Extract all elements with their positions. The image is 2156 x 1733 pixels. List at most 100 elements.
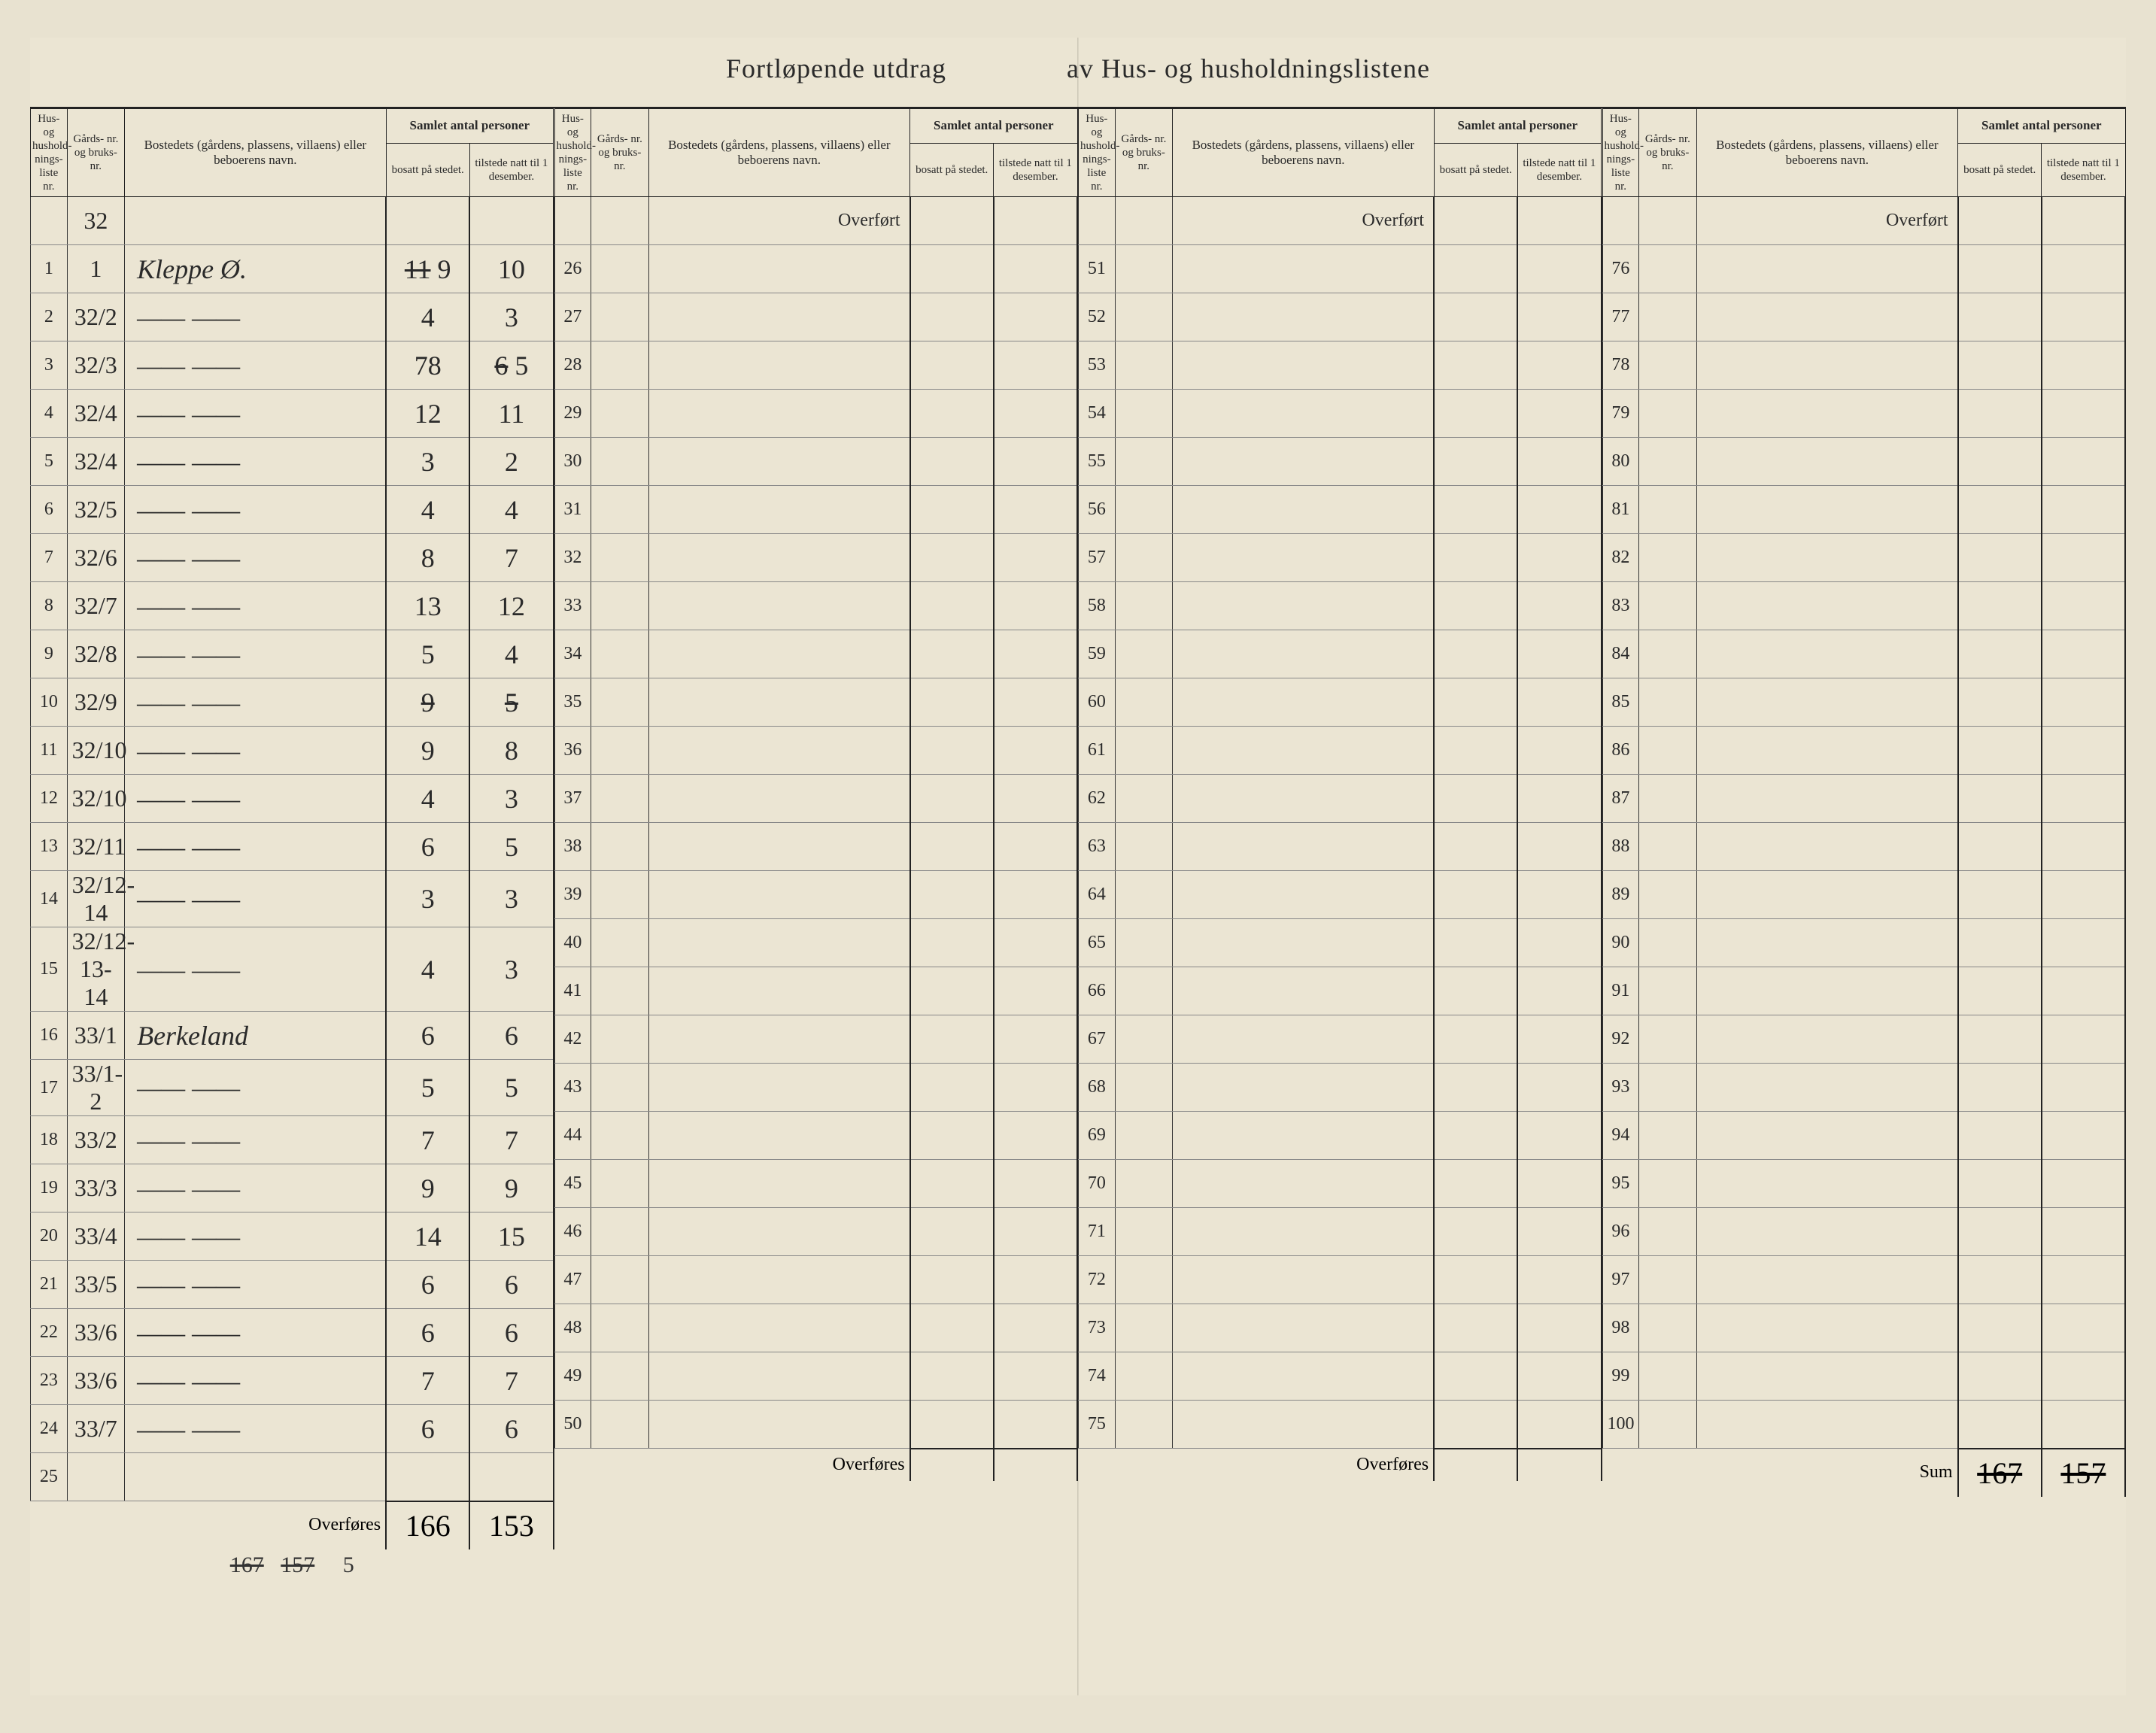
table-row: 66	[1079, 967, 1602, 1015]
cell-tilstede	[994, 1160, 1077, 1208]
table-row: 2433/7—— ——66	[31, 1405, 554, 1453]
cell-num: 15	[31, 927, 68, 1012]
table-row: 52	[1079, 293, 1602, 341]
cell-gard	[1115, 1208, 1172, 1256]
cell-num: 100	[1602, 1401, 1639, 1449]
cell-name	[648, 486, 910, 534]
table-row: 11Kleppe Ø.11 910	[31, 245, 554, 293]
cell-num: 24	[31, 1405, 68, 1453]
cell-name	[1696, 582, 1958, 630]
table-row: 1332/11—— ——65	[31, 823, 554, 871]
cell-gard	[1115, 438, 1172, 486]
cell-bosatt: 6	[386, 1012, 469, 1060]
cell-tilstede	[994, 1112, 1077, 1160]
cell-name	[1173, 823, 1435, 871]
cell-tilstede	[2042, 727, 2125, 775]
cell-name: —— ——	[125, 293, 387, 341]
table-row: 61	[1079, 727, 1602, 775]
cell-gard	[591, 678, 648, 727]
cell-num: 88	[1602, 823, 1639, 871]
table-row: 36	[554, 727, 1077, 775]
cell-bosatt	[1958, 919, 2042, 967]
cell-name: Berkeland	[125, 1012, 387, 1060]
cell-name	[648, 1352, 910, 1401]
cell-name	[1173, 1256, 1435, 1304]
cell-num: 91	[1602, 967, 1639, 1015]
cell-gard	[1115, 1015, 1172, 1064]
cell-gard	[591, 967, 648, 1015]
cell-tilstede	[994, 727, 1077, 775]
table-row: 81	[1602, 486, 2125, 534]
cell-gard	[591, 1256, 648, 1304]
table-row: 49	[554, 1352, 1077, 1401]
cell-name	[1173, 293, 1435, 341]
cell-name	[648, 727, 910, 775]
cell-name	[648, 1208, 910, 1256]
cell-tilstede	[994, 582, 1077, 630]
book-spine	[1077, 38, 1079, 1695]
cell-bosatt: 13	[386, 582, 469, 630]
overfores-label: Overføres	[1079, 1449, 1435, 1482]
cell-bosatt: 4	[386, 486, 469, 534]
hdr-gard: Gårds- nr. og bruks- nr.	[1639, 109, 1696, 197]
cell-name: —— ——	[125, 727, 387, 775]
table-row: 42	[554, 1015, 1077, 1064]
cell-gard	[1639, 582, 1696, 630]
cell-bosatt	[1434, 919, 1517, 967]
table-row: 94	[1602, 1112, 2125, 1160]
cell-gard	[1115, 871, 1172, 919]
cell-tilstede	[1517, 534, 1601, 582]
cell-num: 71	[1079, 1208, 1116, 1256]
table-row: 74	[1079, 1352, 1602, 1401]
cell-bosatt: 4	[386, 293, 469, 341]
hdr-bosatt: bosatt på stedet.	[386, 144, 469, 197]
cell-gard: 32/9	[67, 678, 124, 727]
cell-num: 89	[1602, 871, 1639, 919]
cell-num: 74	[1079, 1352, 1116, 1401]
cell-num: 69	[1079, 1112, 1116, 1160]
table-row: 25	[31, 1453, 554, 1501]
cell-gard	[591, 293, 648, 341]
cell-tilstede	[994, 1256, 1077, 1304]
cell-gard: 33/5	[67, 1261, 124, 1309]
cell-bosatt	[1434, 775, 1517, 823]
cell-gard: 33/7	[67, 1405, 124, 1453]
cell-name	[1696, 1112, 1958, 1160]
cell-name	[1173, 486, 1435, 534]
cell-name	[1173, 534, 1435, 582]
quadrant-2: Hus- og hushold- nings- liste nr. Gårds-…	[554, 107, 1079, 1578]
table-row: 63	[1079, 823, 1602, 871]
cell-bosatt: 7	[386, 1116, 469, 1164]
footer-bosatt	[910, 1449, 994, 1482]
table-row: 59	[1079, 630, 1602, 678]
cell-tilstede	[1517, 341, 1601, 390]
cell-num: 43	[554, 1064, 591, 1112]
cell-tilstede	[2042, 1401, 2125, 1449]
cell-name	[1696, 341, 1958, 390]
cell-num: 12	[31, 775, 68, 823]
cell-tilstede: 2	[469, 438, 553, 486]
cell-gard	[1639, 1015, 1696, 1064]
cell-gard	[591, 1401, 648, 1449]
cell-num: 52	[1079, 293, 1116, 341]
overfort-label: Overført	[1173, 197, 1435, 245]
cell-tilstede: 9	[469, 1164, 553, 1212]
cell-bosatt	[1958, 245, 2042, 293]
table-row: 65	[1079, 919, 1602, 967]
cell-bosatt	[1434, 197, 1517, 245]
cell-gard	[1639, 1256, 1696, 1304]
cell-bosatt	[1958, 678, 2042, 727]
cell-name: —— ——	[125, 1164, 387, 1212]
overfort-row: Overført	[554, 197, 1077, 245]
cell-tilstede	[994, 871, 1077, 919]
cell-gard	[1115, 630, 1172, 678]
overfort-row: Overført	[1079, 197, 1602, 245]
cell-gard	[1115, 1112, 1172, 1160]
cell-num: 42	[554, 1015, 591, 1064]
cell-name	[1173, 245, 1435, 293]
cell-gard	[1115, 1304, 1172, 1352]
table-row: 91	[1602, 967, 2125, 1015]
cell-gard	[591, 197, 648, 245]
cell-name	[648, 919, 910, 967]
cell-bosatt	[1958, 293, 2042, 341]
